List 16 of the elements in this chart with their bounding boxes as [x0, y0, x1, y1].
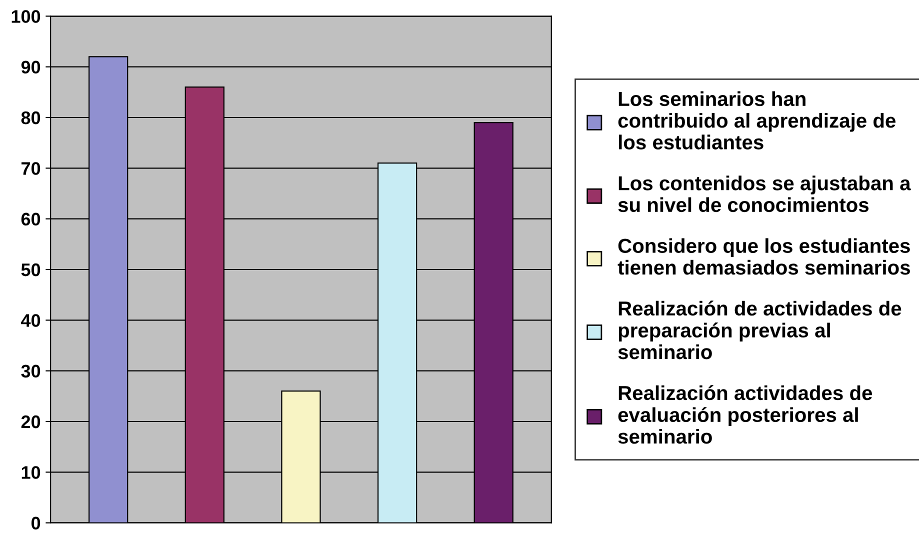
- legend-label: Los seminarios han contribuido al aprendizaje de los estudiantes: [618, 91, 896, 150]
- y-tick-label: 100: [12, 10, 40, 23]
- y-tick-label: 30: [21, 364, 40, 378]
- legend-label: Realización de actividades de preparación previas al seminario: [618, 300, 902, 360]
- y-tick-label: 40: [21, 314, 40, 327]
- y-tick-label: 70: [22, 162, 40, 175]
- legend-label: Realización actividades de evaluación posteriores al seminario: [618, 385, 872, 444]
- y-tick-label: 50: [21, 263, 40, 276]
- y-tick-label: 10: [22, 466, 40, 479]
- legend-label: Considero que los estudiantes tienen demasiados seminarios: [618, 238, 910, 275]
- y-tick-label: 20: [21, 415, 40, 428]
- y-tick-label: 60: [21, 212, 40, 226]
- y-tick-label: 90: [21, 60, 40, 74]
- y-tick-label: 80: [21, 111, 40, 124]
- y-tick-label: 0: [31, 516, 40, 530]
- legend-label: Los contenidos se ajustaban a su nivel de conocimientos: [618, 176, 911, 212]
